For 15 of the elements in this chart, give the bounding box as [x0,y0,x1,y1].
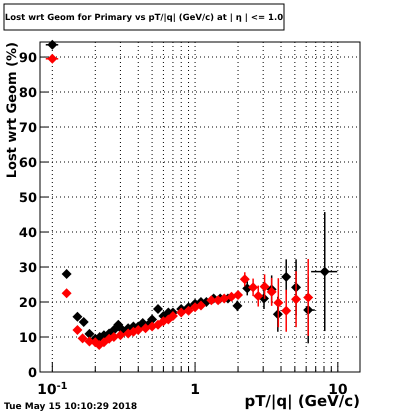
y-tick-label: 20 [18,296,37,312]
y-tick-label: 40 [18,226,37,242]
y-tick-label: 90 [18,51,37,66]
chart-title: Lost wrt Geom for Primary vs pT/|q| (GeV/c) at | η | <= 1.0 [4,13,284,23]
y-tick-label: 30 [18,261,37,276]
y-tick-label: 50 [18,191,37,206]
x-tick-label: 10$^{-1}$ [37,380,68,398]
y-axis-title: Lost wrt Geom (%) [5,42,20,178]
y-tick-label: 80 [18,86,37,102]
x-tick-label: 1 [190,382,200,398]
y-tick-label: 0 [28,366,37,381]
y-tick-label: 60 [18,156,37,172]
text: Tue May 15 10:10:29 2018 [4,402,138,412]
y-tick-label: 10 [18,331,37,346]
y-tick-label: 70 [18,121,37,136]
